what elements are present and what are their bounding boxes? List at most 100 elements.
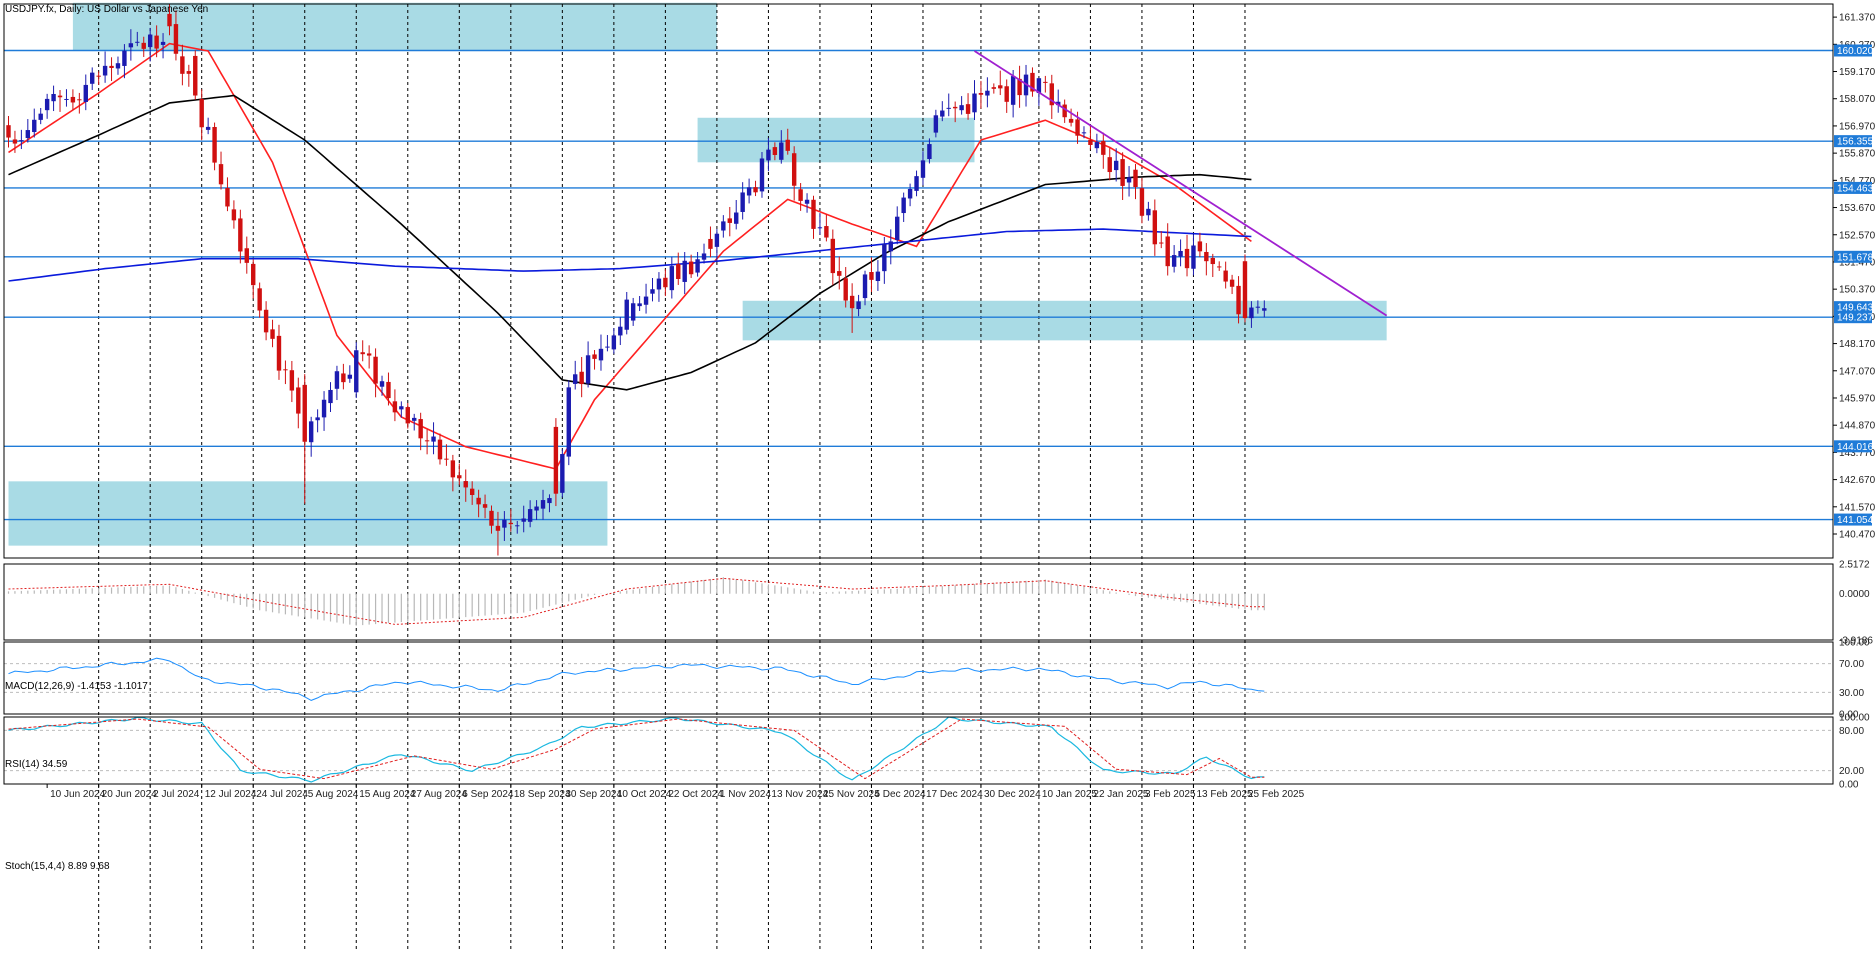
candle-body-193 <box>1249 307 1254 319</box>
indicators-layer <box>4 577 1833 783</box>
candle-body-33 <box>218 164 224 185</box>
price-tag-bg-1 <box>1834 135 1872 148</box>
candle-body-65 <box>424 440 430 442</box>
candle-body-92 <box>598 348 604 361</box>
candle-body-136 <box>882 243 887 272</box>
candle-body-179 <box>1159 242 1164 244</box>
stoch-main-line <box>8 716 1265 783</box>
candle-body-68 <box>444 458 449 460</box>
candle-body-7 <box>51 93 56 102</box>
date-tick-label-14: 13 Nov 2024 <box>771 789 828 800</box>
candle-body-101 <box>656 278 662 290</box>
candle-body-14 <box>96 75 101 77</box>
candle-body-46 <box>302 384 307 442</box>
candle-body-189 <box>1223 270 1228 282</box>
price-tag-label-4: 149.643 <box>1837 303 1874 314</box>
candle-body-75 <box>489 510 494 526</box>
rsi-tick-label-0: 100.00 <box>1839 638 1870 649</box>
rsi-label: RSI(14) 34.59 <box>5 759 68 770</box>
candle-body-2 <box>19 140 24 142</box>
price-tick-label-17: 142.670 <box>1839 475 1875 486</box>
zone-0 <box>72 2 717 51</box>
stoch-tick-label-2: 20.00 <box>1839 766 1864 777</box>
candle-body-52 <box>341 373 346 383</box>
candle-body-125 <box>811 199 816 229</box>
candle-body-134 <box>869 272 874 280</box>
candle-body-121 <box>785 139 790 151</box>
candle-body-60 <box>392 401 398 413</box>
candle-body-172 <box>1113 160 1119 171</box>
candle-body-146 <box>946 107 951 109</box>
candle-body-55 <box>360 352 365 355</box>
candle-body-181 <box>1171 255 1177 267</box>
date-tick-label-16: 5 Dec 2024 <box>874 789 926 800</box>
candle-body-127 <box>824 226 829 238</box>
candle-body-72 <box>469 488 475 495</box>
trendline <box>974 50 1388 317</box>
candle-body-162 <box>1049 83 1054 106</box>
candle-body-133 <box>862 274 868 299</box>
candle-body-8 <box>57 95 63 98</box>
candle-body-117 <box>759 158 765 192</box>
candle-body-88 <box>573 374 578 384</box>
date-tick-label-1: 20 Jun 2024 <box>102 789 157 800</box>
candle-body-1 <box>12 139 18 144</box>
candle-body-24 <box>160 41 166 45</box>
zone-1 <box>697 117 975 163</box>
candle-body-119 <box>772 147 778 155</box>
price-tick-label-9: 151.470 <box>1839 257 1875 268</box>
price-tick-label-8: 152.570 <box>1839 230 1875 241</box>
price-tag-bg-4 <box>1834 301 1872 314</box>
candle-body-99 <box>643 296 649 305</box>
zones-layer <box>8 2 1387 546</box>
candle-body-18 <box>122 50 127 66</box>
candle-body-50 <box>328 389 333 404</box>
horizontal-levels-layer <box>4 49 1833 521</box>
candle-body-144 <box>933 115 939 133</box>
candle-body-124 <box>804 199 810 204</box>
candle-body-22 <box>147 34 153 48</box>
candle-body-73 <box>476 497 481 505</box>
price-tick-label-5: 155.870 <box>1839 149 1875 160</box>
candle-body-58 <box>379 381 385 387</box>
candle-body-191 <box>1236 285 1241 315</box>
candle-body-160 <box>1036 78 1042 94</box>
candle-body-13 <box>90 72 95 84</box>
candle-body-153 <box>991 87 997 89</box>
candle-body-190 <box>1229 279 1235 287</box>
candle-body-131 <box>849 295 855 309</box>
candle-body-45 <box>296 387 301 414</box>
candle-body-167 <box>1081 132 1087 134</box>
candle-body-95 <box>618 326 623 336</box>
candle-body-30 <box>199 99 204 128</box>
candle-body-43 <box>283 369 288 371</box>
candle-body-180 <box>1165 236 1170 267</box>
candle-body-151 <box>978 92 984 95</box>
candle-body-76 <box>495 525 501 531</box>
macd-tick-label-0: 2.5172 <box>1839 560 1870 571</box>
chart-title: USDJPY.fx, Daily: US Dollar vs Japanese … <box>5 4 208 15</box>
price-tick-label-0: 161.370 <box>1839 13 1875 24</box>
price-tag-label-3: 151.678 <box>1837 252 1874 263</box>
candle-body-140 <box>907 188 913 199</box>
date-tick-label-13: 1 Nov 2024 <box>720 789 772 800</box>
candle-body-178 <box>1152 210 1158 245</box>
candle-body-89 <box>579 371 584 385</box>
candle-body-97 <box>630 303 636 321</box>
candle-body-142 <box>920 160 926 178</box>
candle-body-39 <box>257 288 262 311</box>
macd-tick-label-2: -3.9186 <box>1839 636 1873 647</box>
candle-body-51 <box>334 371 340 389</box>
pane-frame-0 <box>3 3 1834 559</box>
macd-label: MACD(12,26,9) -1.4153 -1.1017 <box>5 681 148 692</box>
frame-layer <box>3 3 1834 785</box>
candle-body-137 <box>888 241 893 252</box>
candle-body-128 <box>830 238 836 274</box>
candle-body-163 <box>1056 101 1061 106</box>
candle-body-20 <box>135 41 140 43</box>
candle-body-114 <box>740 192 745 212</box>
candle-body-49 <box>321 399 327 418</box>
date-tick-label-8: 6 Sep 2024 <box>462 789 514 800</box>
candle-body-19 <box>128 43 134 48</box>
